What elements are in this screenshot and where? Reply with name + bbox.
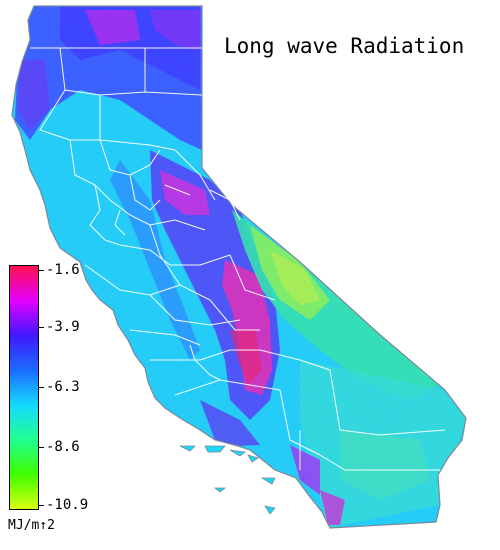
colorbar-tick-label: -3.9 [46, 319, 80, 335]
county-borders [30, 47, 446, 471]
map-title: Long wave Radiation [224, 34, 465, 58]
tick-mark [39, 505, 44, 506]
colorbar-tick-label: -10.9 [46, 497, 89, 513]
state-outline [11, 5, 467, 529]
colorbar-tick-label: -6.3 [46, 379, 80, 395]
channel-islands [179, 445, 276, 515]
colorbar [9, 265, 39, 510]
tick-mark [39, 270, 44, 271]
units-label: MJ/m↑2 [8, 518, 55, 533]
colorbar-tick-label: -1.6 [46, 262, 80, 278]
colorbar-tick-label: -8.6 [46, 439, 80, 455]
tick-mark [39, 447, 44, 448]
tick-mark [39, 387, 44, 388]
tick-mark [39, 327, 44, 328]
